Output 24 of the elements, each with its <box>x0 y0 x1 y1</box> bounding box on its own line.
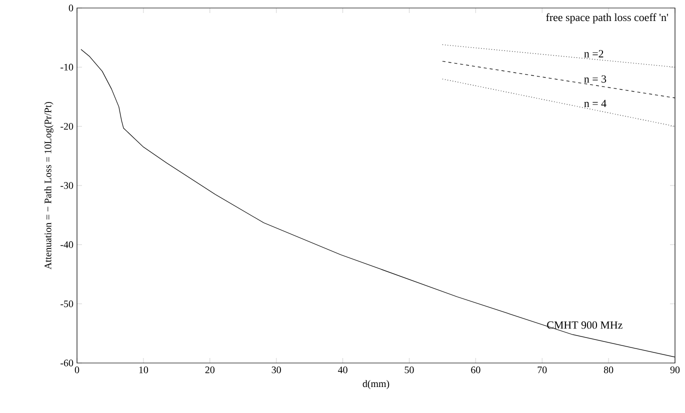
x-tick-label: 20 <box>205 366 214 374</box>
x-tick-label: 70 <box>538 366 547 374</box>
y-tick-label: -50 <box>60 300 74 308</box>
x-tick-label: 0 <box>74 366 80 374</box>
y-tick-label: -10 <box>60 64 74 71</box>
y-axis-title: Attenuation = − Path Loss = 10Log(Pr/Pt) <box>44 102 54 270</box>
series-label: CMHT 900 MHz <box>547 321 622 329</box>
x-tick-label: 40 <box>338 366 348 374</box>
x-axis-title: d(mm) <box>362 380 390 390</box>
y-tick-label: 0 <box>68 4 74 12</box>
x-tick-label: 50 <box>404 366 414 374</box>
y-tick-label: -30 <box>60 182 74 189</box>
y-tick-label: -20 <box>60 122 74 130</box>
x-tick-label: 60 <box>471 366 480 374</box>
x-tick-label: 30 <box>272 366 281 374</box>
series-label: n = 3 <box>584 75 606 83</box>
x-tick-label: 10 <box>139 366 148 374</box>
series-label: n = 4 <box>584 100 606 108</box>
y-tick-label: -60 <box>60 360 74 366</box>
annotation: free space path loss coeff 'n' <box>546 13 668 24</box>
x-tick-label: 90 <box>670 366 680 374</box>
x-tick-label: 80 <box>604 366 614 374</box>
series-label: n =2 <box>584 50 604 58</box>
y-tick-label: -40 <box>60 241 74 248</box>
